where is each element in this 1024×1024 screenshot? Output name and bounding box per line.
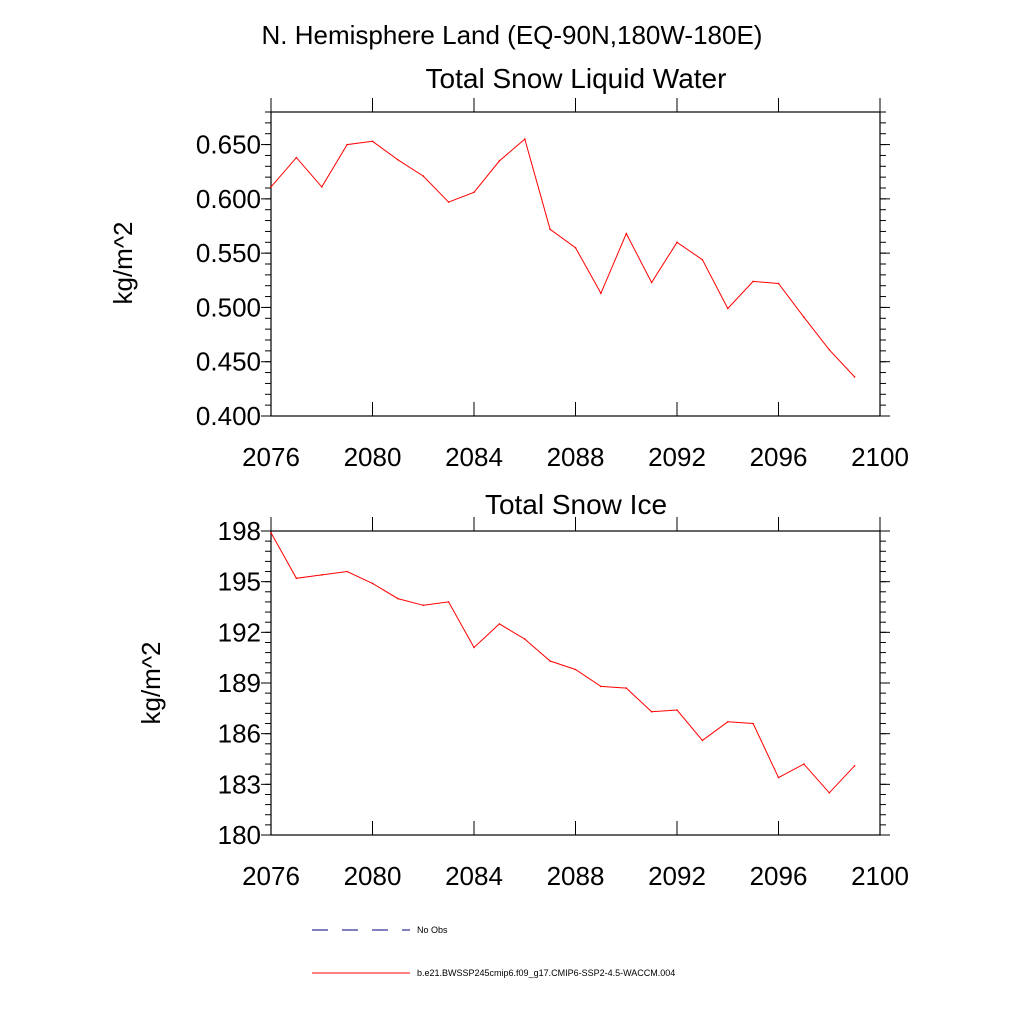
data-point-snow-ice — [803, 763, 805, 765]
data-point-snow-ice — [727, 721, 729, 723]
y-tick-label: 0.450 — [196, 347, 261, 377]
data-point-snow-ice — [676, 709, 678, 711]
data-point-snow-liquid-water — [295, 156, 298, 159]
y-tick-label: 198 — [218, 516, 261, 546]
data-point-snow-ice — [473, 646, 475, 649]
x-tick-label: 2088 — [547, 861, 605, 891]
y-tick-label: 192 — [218, 617, 261, 647]
data-point-snow-liquid-water — [498, 160, 501, 162]
x-tick-label: 2092 — [648, 442, 706, 472]
y-axis-label-snow-liquid-water: kg/m^2 — [108, 221, 138, 304]
x-tick-label: 2084 — [445, 442, 503, 472]
data-point-snow-liquid-water — [549, 228, 551, 231]
y-tick-labels-snow-liquid-water: 0.400 0.450 0.500 0.550 0.600 0.650 — [196, 130, 261, 431]
data-point-snow-liquid-water — [752, 280, 754, 283]
y-tick-label: 0.550 — [196, 238, 261, 268]
legend-label-model: b.e21.BWSSP245cmip6.f09_g17.CMIP6-SSP2-4… — [417, 968, 675, 978]
data-point-snow-liquid-water — [447, 201, 450, 203]
x-tick-label: 2088 — [547, 442, 605, 472]
data-point-snow-ice — [549, 660, 551, 662]
main-title: N. Hemisphere Land (EQ-90N,180W-180E) — [262, 20, 763, 50]
data-point-snow-liquid-water — [600, 292, 602, 295]
data-point-snow-ice — [574, 668, 577, 671]
data-point-snow-liquid-water — [371, 140, 374, 143]
data-point-snow-ice — [600, 685, 602, 688]
x-tick-label: 2100 — [851, 442, 909, 472]
x-tick-label: 2100 — [851, 861, 909, 891]
panel-title-snow-ice: Total Snow Ice — [485, 489, 667, 520]
series-line-snow-ice — [270, 532, 855, 794]
y-tick-label: 0.600 — [196, 184, 261, 214]
x-tick-label: 2076 — [242, 861, 300, 891]
legend: No Obs b.e21.BWSSP245cmip6.f09_g17.CMIP6… — [312, 925, 675, 978]
panel-title-snow-liquid-water: Total Snow Liquid Water — [426, 63, 727, 94]
data-point-snow-liquid-water — [777, 282, 780, 285]
data-point-snow-liquid-water — [397, 159, 399, 161]
data-point-snow-ice — [498, 623, 501, 625]
data-point-snow-liquid-water — [524, 138, 526, 140]
legend-label-no-obs: No Obs — [417, 925, 448, 935]
data-point-snow-liquid-water — [574, 246, 577, 249]
y-tick-labels-snow-ice: 180 183 186 189 192 195 198 — [218, 516, 261, 850]
data-point-snow-ice — [625, 687, 628, 689]
x-tick-label: 2080 — [344, 442, 402, 472]
x-tick-label: 2084 — [445, 861, 503, 891]
data-point-snow-ice — [422, 604, 425, 607]
data-point-snow-ice — [295, 577, 298, 580]
y-axis-label-snow-ice: kg/m^2 — [136, 641, 166, 724]
ticks-snow-liquid-water — [261, 98, 890, 417]
data-point-snow-ice — [371, 582, 374, 585]
data-point-snow-ice — [321, 574, 323, 576]
data-point-snow-liquid-water — [321, 186, 323, 188]
data-point-snow-liquid-water — [727, 307, 729, 310]
data-point-snow-liquid-water — [701, 258, 704, 261]
data-point-snow-liquid-water — [625, 232, 628, 235]
data-point-snow-ice — [853, 765, 856, 767]
panel-snow-ice: Total Snow Ice kg/m^2 2076 2080 2084 2088 20… — [136, 489, 909, 891]
data-point-snow-ice — [397, 597, 399, 600]
panel-snow-liquid-water: Total Snow Liquid Water kg/m^2 2076 2080 2… — [108, 63, 909, 472]
data-point-snow-ice — [752, 722, 754, 725]
y-tick-label: 183 — [218, 769, 261, 799]
data-point-snow-ice — [524, 638, 526, 640]
data-point-snow-ice — [777, 776, 780, 779]
data-point-snow-ice — [701, 739, 704, 742]
x-tick-labels-snow-liquid-water: 2076 2080 2084 2088 2092 2096 2100 — [242, 442, 909, 472]
series-line-snow-liquid-water — [270, 138, 855, 378]
y-tick-label: 195 — [218, 567, 261, 597]
data-point-snow-ice — [650, 710, 653, 713]
data-point-snow-liquid-water — [676, 241, 678, 244]
data-point-snow-liquid-water — [828, 349, 831, 351]
data-point-snow-liquid-water — [270, 186, 272, 188]
data-point-snow-ice — [270, 531, 272, 534]
x-tick-labels-snow-ice: 2076 2080 2084 2088 2092 2096 2100 — [242, 861, 909, 891]
x-tick-label: 2096 — [750, 861, 808, 891]
plot-frame-snow-ice — [270, 530, 881, 836]
ticks-snow-ice — [261, 517, 890, 836]
x-tick-label: 2092 — [648, 861, 706, 891]
data-point-snow-liquid-water — [346, 143, 348, 146]
data-point-snow-ice — [447, 601, 450, 603]
data-point-snow-ice — [828, 792, 831, 794]
x-tick-label: 2076 — [242, 442, 300, 472]
data-point-snow-liquid-water — [803, 316, 805, 319]
x-tick-label: 2080 — [344, 861, 402, 891]
y-tick-label: 0.500 — [196, 292, 261, 322]
y-tick-label: 186 — [218, 719, 261, 749]
data-point-snow-liquid-water — [650, 281, 653, 284]
data-point-snow-liquid-water — [853, 376, 856, 378]
data-point-snow-liquid-water — [473, 191, 475, 194]
plot-frame-snow-liquid-water — [270, 111, 881, 417]
data-point-snow-ice — [346, 570, 348, 573]
y-tick-label: 189 — [218, 668, 261, 698]
data-point-snow-liquid-water — [422, 175, 425, 177]
y-tick-label: 0.400 — [196, 401, 261, 431]
y-tick-label: 180 — [218, 820, 261, 850]
x-tick-label: 2096 — [750, 442, 808, 472]
y-tick-label: 0.650 — [196, 130, 261, 160]
